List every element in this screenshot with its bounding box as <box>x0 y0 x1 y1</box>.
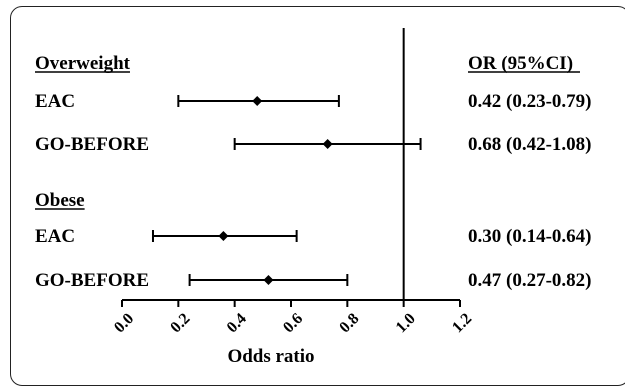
or-value: 0.68 (0.42-1.08) <box>468 134 591 155</box>
x-tick-label: 0.4 <box>224 310 250 336</box>
row-label: EAC <box>35 91 75 112</box>
point-estimate-marker <box>263 275 274 285</box>
or-value: 0.47 (0.27-0.82) <box>468 270 591 291</box>
point-estimate-marker <box>322 139 333 149</box>
x-tick-label: 0.6 <box>280 310 306 336</box>
forest-rows: Overweight EAC 0.42 (0.23-0.79) GO-BEFORE 0.… <box>35 53 591 291</box>
or-value: 0.42 (0.23-0.79) <box>468 91 591 112</box>
x-tick-label: 1.0 <box>393 310 419 336</box>
x-tick-label: 0.8 <box>336 310 362 336</box>
forest-plot: OR (95%CI) Odds ratio 0.0 0.2 0.4 0.6 0.8 1.0… <box>35 28 591 367</box>
x-tick-label: 0.0 <box>111 310 137 336</box>
x-tick-label: 1.2 <box>449 310 475 336</box>
row-label: EAC <box>35 226 75 247</box>
group-label: Overweight <box>35 53 131 74</box>
row-label: GO-BEFORE <box>35 270 149 291</box>
or-value: 0.30 (0.14-0.64) <box>468 226 591 247</box>
x-axis-label: Odds ratio <box>227 346 314 367</box>
group-label: Obese <box>35 190 85 211</box>
point-estimate-marker <box>218 231 229 241</box>
point-estimate-marker <box>252 96 263 106</box>
x-axis-ticks: 0.0 0.2 0.4 0.6 0.8 1.0 1.2 <box>111 300 475 336</box>
x-tick-label: 0.2 <box>167 310 193 336</box>
or-column-header: OR (95%CI) <box>468 53 573 74</box>
row-label: GO-BEFORE <box>35 134 149 155</box>
